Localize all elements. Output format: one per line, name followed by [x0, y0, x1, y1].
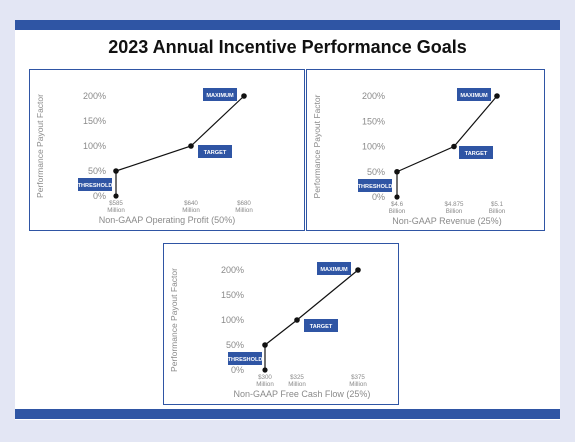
- threshold-base-point: [113, 193, 119, 199]
- chart-free-cash-flow: Performance Payout Factor 0% 50% 100% 150% 20…: [169, 262, 371, 399]
- annotation-target: TARGET: [198, 145, 232, 158]
- x-tick-label: $585: [109, 200, 123, 207]
- chart-panel-operating-profit: Performance Payout Factor 0% 50% 100% 150% 20…: [29, 69, 305, 231]
- annotation-box: [358, 179, 392, 192]
- annotation-label: THRESHOLD: [358, 184, 393, 190]
- chart-revenue: Performance Payout Factor 0% 50% 100% 150% 20…: [312, 88, 506, 226]
- annotation-label: TARGET: [204, 150, 227, 156]
- x-tick-unit: Billion: [389, 208, 406, 215]
- x-tick-label: $5.1: [491, 201, 504, 208]
- y-tick-label: 50%: [367, 167, 385, 177]
- annotation-box: [317, 262, 351, 275]
- chart-panel-free-cash-flow: Performance Payout Factor 0% 50% 100% 150% 20…: [163, 243, 399, 405]
- chart-operating-profit: Performance Payout Factor 0% 50% 100% 150% 20…: [35, 88, 253, 225]
- annotation-maximum: MAXIMUM: [203, 88, 237, 101]
- annotation-target: TARGET: [304, 319, 338, 332]
- threshold-base-point: [262, 367, 268, 373]
- annotation-label: MAXIMUM: [460, 93, 488, 99]
- y-axis-title: Performance Payout Factor: [169, 268, 179, 372]
- data-point: [113, 168, 119, 174]
- y-tick-label: 150%: [83, 116, 106, 126]
- y-tick-label: 0%: [231, 365, 244, 375]
- chart-panel-revenue: Performance Payout Factor 0% 50% 100% 150% 20…: [306, 69, 545, 231]
- annotation-threshold: THRESHOLD: [228, 352, 263, 365]
- y-tick-label: 200%: [83, 91, 106, 101]
- x-tick-unit: Million: [182, 207, 200, 214]
- y-tick-label: 150%: [221, 290, 244, 300]
- x-axis-title: Non-GAAP Operating Profit (50%): [99, 215, 235, 225]
- data-point: [394, 168, 400, 175]
- x-tick-label: $300: [258, 374, 272, 381]
- annotation-label: MAXIMUM: [206, 93, 234, 99]
- data-point: [188, 143, 194, 149]
- y-tick-label: 100%: [221, 315, 244, 325]
- annotation-box: [228, 352, 262, 365]
- y-tick-label: 200%: [362, 91, 385, 101]
- x-tick-unit: Million: [349, 381, 367, 388]
- data-point: [494, 93, 500, 99]
- annotation-label: THRESHOLD: [78, 183, 113, 189]
- annotation-box: [198, 145, 232, 158]
- x-tick-unit: Million: [256, 381, 274, 388]
- y-tick-label: 0%: [93, 191, 106, 201]
- x-tick-unit: Billion: [446, 208, 463, 215]
- data-point: [451, 143, 457, 150]
- y-axis-title: Performance Payout Factor: [35, 94, 45, 198]
- data-point: [262, 342, 268, 348]
- annotation-box: [459, 146, 493, 159]
- annotation-box: [78, 178, 112, 191]
- annotation-maximum: MAXIMUM: [317, 262, 351, 275]
- y-axis-title: Performance Payout Factor: [312, 94, 322, 198]
- x-tick-unit: Million: [107, 207, 125, 214]
- annotation-label: MAXIMUM: [320, 267, 348, 273]
- data-point: [355, 267, 361, 273]
- y-tick-label: 100%: [362, 142, 385, 152]
- annotation-target: TARGET: [459, 146, 493, 159]
- data-point: [294, 317, 300, 323]
- top-accent-bar: [15, 20, 560, 30]
- bottom-accent-bar: [15, 409, 560, 419]
- annotation-label: TARGET: [465, 151, 488, 157]
- series-line: [115, 95, 245, 172]
- x-tick-label: $680: [237, 200, 251, 207]
- x-axis-title: Non-GAAP Free Cash Flow (25%): [234, 389, 371, 399]
- x-tick-label: $640: [184, 200, 198, 207]
- annotation-box: [203, 88, 237, 101]
- x-tick-label: $325: [290, 374, 304, 381]
- x-tick-label: $4.875: [445, 201, 464, 208]
- x-tick-label: $4.6: [391, 201, 404, 208]
- page-title: 2023 Annual Incentive Performance Goals: [108, 37, 467, 57]
- annotation-box: [304, 319, 338, 332]
- annotation-threshold: THRESHOLD: [78, 178, 113, 191]
- y-tick-label: 150%: [362, 116, 385, 126]
- x-axis-title: Non-GAAP Revenue (25%): [392, 216, 501, 226]
- x-tick-unit: Billion: [489, 208, 506, 215]
- report-card: 2023 Annual Incentive Performance Goals …: [15, 20, 560, 420]
- annotation-maximum: MAXIMUM: [457, 88, 491, 101]
- annotation-label: TARGET: [310, 324, 333, 330]
- x-tick-label: $375: [351, 374, 365, 381]
- x-tick-unit: Million: [288, 381, 306, 388]
- annotation-box: [457, 88, 491, 101]
- series-line: [396, 95, 498, 173]
- y-tick-label: 50%: [88, 166, 106, 176]
- annotation-threshold: THRESHOLD: [358, 179, 393, 192]
- y-tick-label: 100%: [83, 141, 106, 151]
- y-tick-label: 50%: [226, 340, 244, 350]
- y-tick-label: 0%: [372, 192, 385, 202]
- annotation-label: THRESHOLD: [228, 357, 263, 363]
- series-line: [264, 269, 359, 346]
- data-point: [241, 93, 247, 99]
- y-tick-label: 200%: [221, 265, 244, 275]
- threshold-base-point: [394, 194, 400, 200]
- x-tick-unit: Million: [235, 207, 253, 214]
